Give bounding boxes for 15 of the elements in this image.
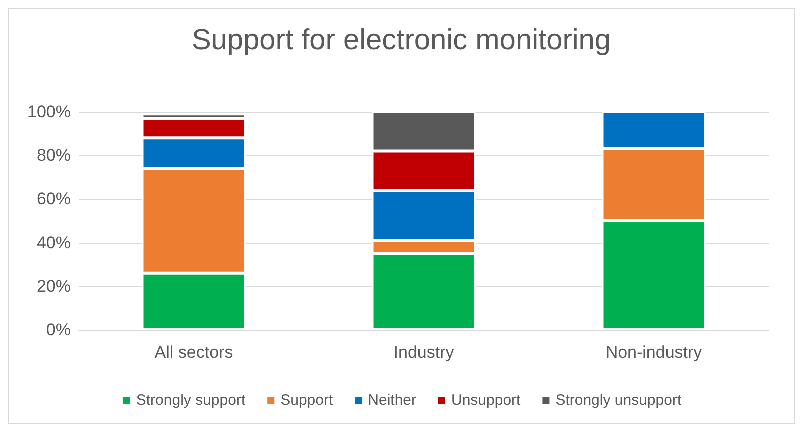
chart-title: Support for electronic monitoring (192, 24, 612, 56)
legend-label: Strongly support (136, 392, 246, 409)
legend-label: Support (280, 392, 334, 409)
y-tick-label: 20% (36, 276, 71, 296)
x-tick-label: Industry (394, 343, 455, 362)
y-tick-label: 40% (36, 233, 71, 252)
y-tick-label: 80% (36, 146, 71, 166)
legend-label: Neither (368, 392, 417, 409)
legend-label: Unsupport (452, 392, 522, 409)
y-tick-label: 100% (28, 102, 71, 122)
x-tick-label: All sectors (154, 343, 234, 362)
y-tick-label: 60% (36, 190, 71, 209)
y-tick-label: 0% (46, 320, 71, 340)
x-tick-label: Non-industry (606, 343, 703, 362)
legend-label: Strongly unsupport (556, 392, 682, 409)
